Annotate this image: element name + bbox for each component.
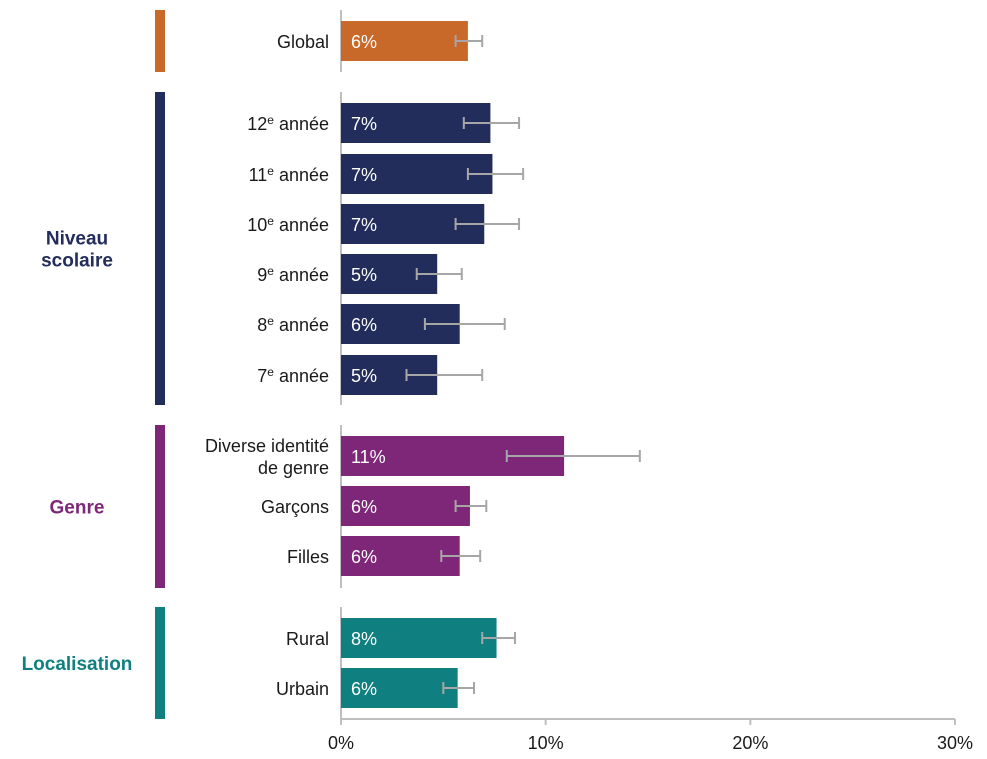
group-label: Genre [50,498,105,519]
bar [341,668,458,708]
bar-value-label: 6% [351,497,377,517]
bar-value-label: 6% [351,315,377,335]
category-label: 8e année [257,314,329,335]
x-tick-label: 10% [528,733,564,753]
category-label: Global [277,32,329,52]
bar-value-label: 6% [351,547,377,567]
category-label: 9e année [257,264,329,285]
x-tick-label: 20% [732,733,768,753]
x-tick-label: 30% [937,733,973,753]
category-label: 7e année [257,365,329,386]
x-tick-label: 0% [328,733,354,753]
bar-value-label: 7% [351,215,377,235]
bar-value-label: 8% [351,629,377,649]
category-label: Filles [287,547,329,567]
category-label: 11e année [249,164,329,185]
group-label: Localisation [22,654,133,675]
group-strip [155,10,165,72]
bar-value-label: 6% [351,679,377,699]
category-label: Diverse identité [205,436,329,456]
group-label: scolaire [41,251,113,272]
bar [341,486,470,526]
bar-value-label: 11% [351,447,386,467]
bar-value-label: 5% [351,265,377,285]
group-strip [155,425,165,588]
category-label: 12e année [247,113,329,134]
category-label: de genre [258,458,329,478]
group-label: Niveau [46,229,108,250]
bar [341,536,460,576]
category-label: Garçons [261,497,329,517]
category-label: 10e année [247,214,329,235]
bar-value-label: 5% [351,366,377,386]
bar-value-label: 7% [351,114,377,134]
bar-value-label: 6% [351,32,377,52]
bar-value-label: 7% [351,165,377,185]
category-label: Rural [286,629,329,649]
group-strip [155,607,165,719]
bar [341,618,497,658]
bar [341,21,468,61]
group-strip [155,92,165,405]
category-label: Urbain [276,679,329,699]
